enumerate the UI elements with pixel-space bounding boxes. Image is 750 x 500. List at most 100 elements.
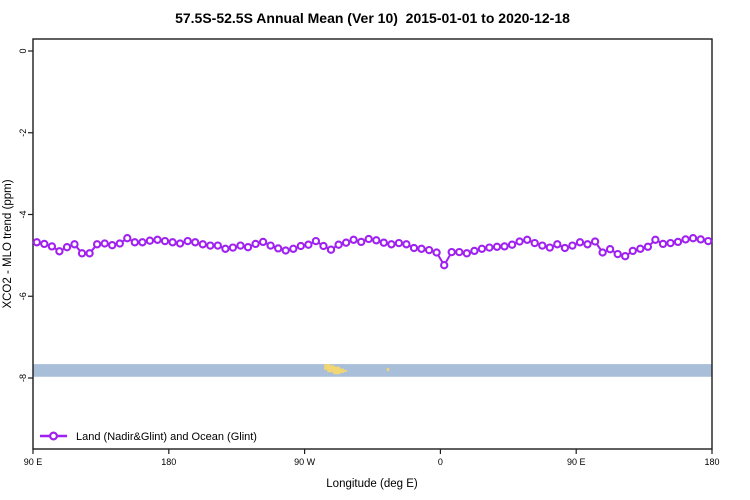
- data-point-marker: [590, 237, 600, 246]
- data-point-marker: [100, 239, 109, 248]
- data-point-marker: [130, 238, 139, 247]
- data-point-marker: [666, 238, 675, 248]
- data-point-marker: [55, 247, 64, 256]
- data-point-marker: [530, 238, 539, 248]
- data-point-marker: [266, 241, 275, 250]
- data-point-marker: [470, 246, 479, 256]
- y-tick-label: -8: [18, 374, 28, 382]
- land-mark: [327, 365, 335, 373]
- data-point-marker: [206, 241, 215, 250]
- y-tick-label: -2: [18, 129, 28, 137]
- data-point-marker: [191, 238, 200, 247]
- data-point-marker: [507, 240, 517, 249]
- data-point-marker: [440, 261, 449, 270]
- data-point-marker: [568, 241, 577, 250]
- data-point-marker: [311, 236, 321, 246]
- data-point-marker: [70, 240, 79, 249]
- data-point-marker: [523, 235, 532, 244]
- data-point-marker: [424, 245, 434, 255]
- data-point-marker: [394, 238, 404, 248]
- data-point-marker: [628, 246, 637, 256]
- y-tick-label: -6: [18, 292, 28, 300]
- data-point-marker: [704, 236, 713, 246]
- x-tick-label: 0: [438, 457, 443, 467]
- legend-marker-icon: [48, 431, 58, 441]
- data-point-marker: [432, 248, 441, 257]
- data-point-marker: [296, 241, 305, 251]
- surface-strip: [33, 364, 712, 377]
- data-point-marker: [258, 237, 268, 247]
- land-mark: [333, 366, 341, 375]
- chart-title: 57.5S-52.5S Annual Mean (Ver 10) 2015-01…: [175, 10, 570, 26]
- x-tick-label: 90 E: [24, 457, 43, 467]
- data-point-marker: [357, 237, 366, 247]
- data-series: [32, 234, 713, 270]
- data-point-marker: [251, 239, 260, 249]
- data-point-marker: [198, 240, 207, 249]
- data-point-marker: [341, 238, 351, 247]
- data-point-marker: [40, 239, 49, 249]
- data-point-marker: [92, 240, 102, 249]
- data-point-marker: [583, 240, 592, 249]
- land-mark: [338, 368, 344, 373]
- data-point-marker: [696, 235, 705, 244]
- data-point-marker: [688, 234, 698, 243]
- data-point-marker: [108, 241, 117, 250]
- data-point-marker: [175, 239, 185, 248]
- data-point-marker: [500, 242, 509, 251]
- plot-border: [32, 38, 713, 450]
- data-point-marker: [681, 235, 690, 244]
- data-point-marker: [304, 240, 313, 249]
- x-tick-label: 90 E: [567, 457, 586, 467]
- data-point-marker: [417, 244, 426, 253]
- data-point-marker: [379, 238, 388, 247]
- x-axis-ticks: 90 E 180 90 W 0 90 E 180: [24, 449, 720, 467]
- data-point-marker: [145, 236, 155, 245]
- legend: Land (Nadir&Glint) and Ocean (Glint): [40, 431, 257, 443]
- data-point-marker: [658, 239, 668, 249]
- data-point-marker: [605, 245, 615, 254]
- data-point-marker: [538, 241, 547, 250]
- data-point-marker: [492, 242, 502, 251]
- data-point-marker: [213, 241, 222, 250]
- data-point-marker: [349, 235, 358, 244]
- data-point-marker: [183, 236, 192, 246]
- ocean-strip: [33, 364, 712, 377]
- data-point-marker: [560, 243, 570, 253]
- data-point-marker: [85, 249, 94, 258]
- data-point-marker: [364, 234, 373, 244]
- data-point-marker: [123, 234, 132, 243]
- data-point-marker: [545, 243, 554, 252]
- data-point-marker: [673, 237, 683, 247]
- data-point-marker: [274, 244, 283, 253]
- data-point-marker: [402, 240, 411, 249]
- y-axis-label: XCO2 - MLO trend (ppm): [2, 179, 14, 308]
- data-point-marker: [221, 244, 230, 253]
- data-point-marker: [613, 249, 622, 259]
- data-point-marker: [409, 243, 419, 253]
- x-tick-label: 180: [161, 457, 176, 467]
- data-point-marker: [334, 240, 343, 249]
- data-point-marker: [243, 243, 253, 252]
- data-point-marker: [455, 247, 464, 257]
- data-point-marker: [319, 241, 328, 251]
- data-point-marker: [575, 238, 585, 247]
- data-point-marker: [387, 240, 396, 249]
- x-tick-label: 90 W: [294, 457, 316, 467]
- data-point-marker: [160, 236, 170, 246]
- land-mark: [343, 369, 347, 372]
- data-point-marker: [651, 235, 660, 244]
- data-point-marker: [485, 243, 494, 252]
- land-mark: [386, 367, 390, 372]
- data-point-marker: [47, 242, 57, 251]
- data-point-marker: [289, 244, 298, 253]
- data-point-marker: [598, 248, 607, 257]
- data-point-marker: [553, 240, 562, 249]
- y-axis-ticks: 0 -2 -4 -6 -8: [18, 48, 33, 382]
- data-point-marker: [115, 239, 124, 248]
- data-point-marker: [643, 242, 653, 251]
- data-point-marker: [447, 247, 456, 257]
- data-point-marker: [462, 249, 471, 258]
- x-axis-label: Longitude (deg E): [326, 478, 418, 490]
